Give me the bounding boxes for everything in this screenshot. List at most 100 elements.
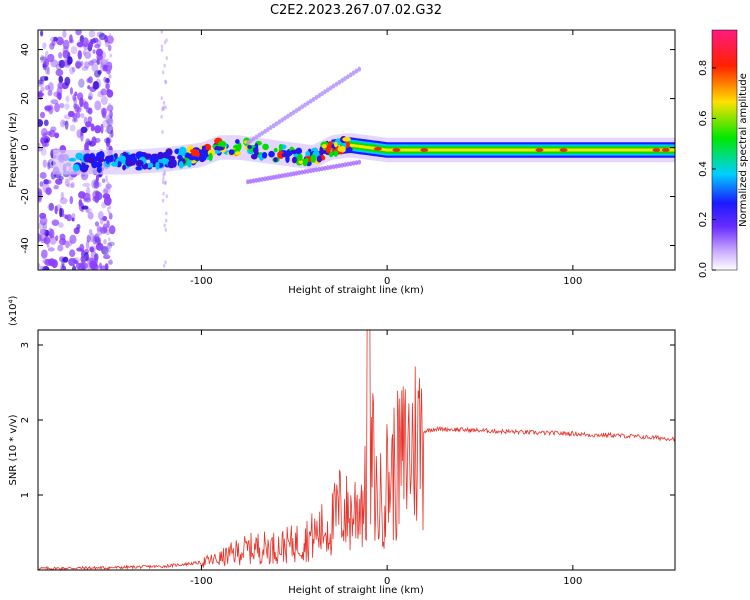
ridge-blob <box>287 150 293 156</box>
ridge-blob <box>201 152 207 161</box>
streak-blob <box>106 186 110 191</box>
noise-blob <box>69 124 76 132</box>
streak-blob <box>162 100 166 105</box>
streak-blob <box>107 66 110 71</box>
ridge-blob <box>333 150 339 157</box>
streak-blob <box>106 253 110 258</box>
ridge-blob <box>68 157 77 162</box>
noise-blob <box>76 106 82 113</box>
branch-blob <box>311 167 316 173</box>
noise-blob <box>103 137 112 144</box>
noise-blob <box>44 58 50 67</box>
branch-blob <box>346 161 350 167</box>
noise-blob <box>60 119 66 128</box>
colorbar-tick-label: 0.0 <box>698 262 709 278</box>
spectrogram-y-tick-label: 0 <box>20 144 31 150</box>
ridge-blob <box>333 141 338 148</box>
noise-blob <box>50 59 58 68</box>
spectrogram-panel: -100 0 100 -40 -20 0 20 40 Height of straight … <box>8 29 676 296</box>
streak-blob <box>108 134 112 139</box>
branch-blob <box>286 113 290 119</box>
noise-blob <box>80 126 88 134</box>
streak-blob <box>107 181 110 186</box>
noise-blob <box>101 178 106 184</box>
noise-blob <box>44 50 49 61</box>
noise-blob <box>81 266 86 270</box>
ridge-blob <box>218 140 227 148</box>
ridge-blob <box>191 149 197 157</box>
ridge-blob <box>337 146 345 152</box>
ridge-blob <box>87 156 95 164</box>
noise-blob <box>75 111 81 119</box>
ridge-blob <box>167 160 176 169</box>
noise-blob <box>55 36 64 46</box>
noise-blob <box>62 39 70 50</box>
noise-blob <box>46 242 50 248</box>
noise-blob <box>44 105 52 111</box>
ridge-blob <box>342 137 351 142</box>
branch-blob <box>311 96 316 102</box>
noise-blob <box>44 106 52 113</box>
noise-blob <box>60 191 65 200</box>
noise-blob <box>85 106 91 114</box>
branch-blob <box>251 178 256 184</box>
noise-blob <box>40 86 45 92</box>
noise-blob <box>109 225 116 235</box>
noise-blob <box>56 92 62 100</box>
ridge-blob <box>178 160 184 169</box>
noise-blob <box>55 64 62 71</box>
noise-blob <box>47 247 55 252</box>
colorbar: 0.0 0.2 0.4 0.6 0.8 Normalized spectral ampl… <box>698 29 749 278</box>
noise-blob <box>42 132 47 142</box>
noise-blob <box>54 205 58 215</box>
ridge-blob <box>203 143 212 150</box>
branch-blob <box>323 165 327 171</box>
streak-blob <box>163 263 166 268</box>
noise-blob <box>38 119 44 127</box>
snr-y-multiplier: (x10⁴) <box>8 295 19 326</box>
ridge-blob <box>122 164 127 171</box>
branch-blob <box>348 161 353 167</box>
noise-blob <box>70 46 78 55</box>
branch-blob <box>271 123 276 129</box>
noise-blob <box>69 87 74 95</box>
noise-blob <box>38 91 41 98</box>
branch-blob <box>300 104 304 110</box>
noise-blob <box>66 214 72 222</box>
noise-blob <box>78 78 85 88</box>
streak-blob <box>108 112 111 117</box>
ridge-hotspot <box>652 148 661 152</box>
streak-blob <box>109 258 113 263</box>
streak-blob <box>107 36 110 41</box>
noise-blob <box>42 266 50 270</box>
noise-blob <box>88 91 93 101</box>
noise-blob <box>47 66 51 76</box>
branch-blob <box>291 110 296 116</box>
noise-blob <box>94 254 98 265</box>
noise-blob <box>85 240 90 250</box>
branch-blob <box>277 173 282 179</box>
noise-blob <box>94 221 100 227</box>
branch-blob <box>266 175 270 181</box>
branch-blob <box>340 77 344 83</box>
noise-blob <box>67 56 73 65</box>
streak-blob <box>160 44 164 49</box>
noise-blob <box>81 66 89 71</box>
noise-blob <box>105 114 113 125</box>
branch-blob <box>260 176 264 182</box>
noise-blob <box>62 30 67 38</box>
noise-blob <box>63 213 68 219</box>
branch-blob <box>254 134 259 140</box>
branch-blob <box>303 102 307 108</box>
ridge-blob <box>235 139 240 144</box>
ridge-blob <box>208 152 213 162</box>
noise-blob <box>88 257 96 263</box>
colorbar-gradient <box>711 29 738 271</box>
ridge-blob <box>149 155 155 163</box>
branch-blob <box>331 83 336 89</box>
branch-blob <box>328 164 333 170</box>
noise-blob <box>42 159 47 168</box>
branch-blob <box>331 164 336 170</box>
noise-blob <box>88 60 94 66</box>
noise-blob <box>47 53 55 63</box>
